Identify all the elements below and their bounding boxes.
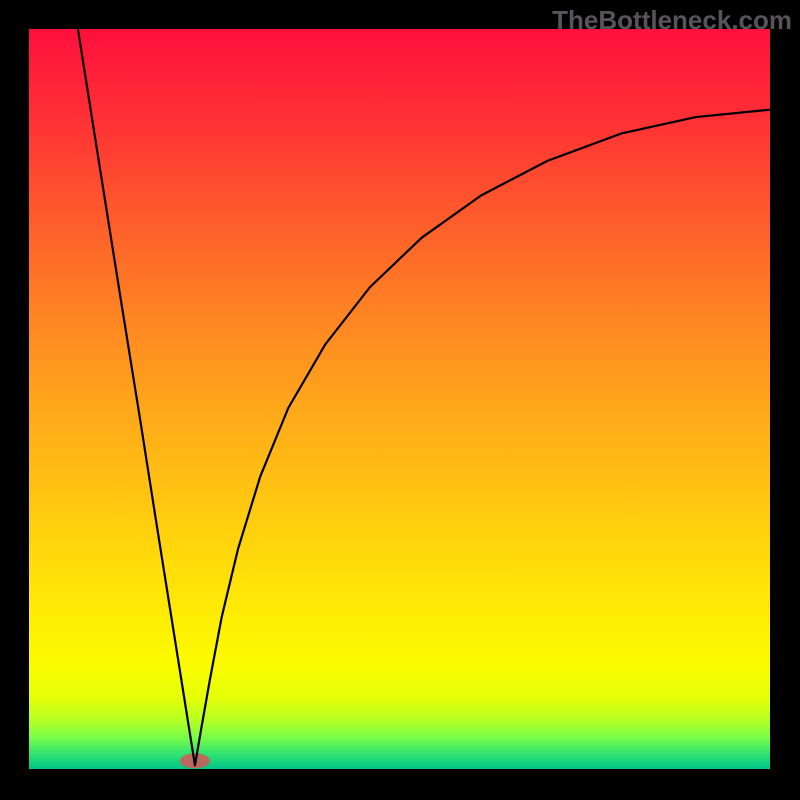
- chart-root: TheBottleneck.com: [0, 0, 800, 800]
- plot-area: [29, 29, 770, 769]
- curve-layer: [29, 29, 770, 769]
- bottleneck-curve: [78, 29, 770, 765]
- watermark-text: TheBottleneck.com: [552, 5, 792, 36]
